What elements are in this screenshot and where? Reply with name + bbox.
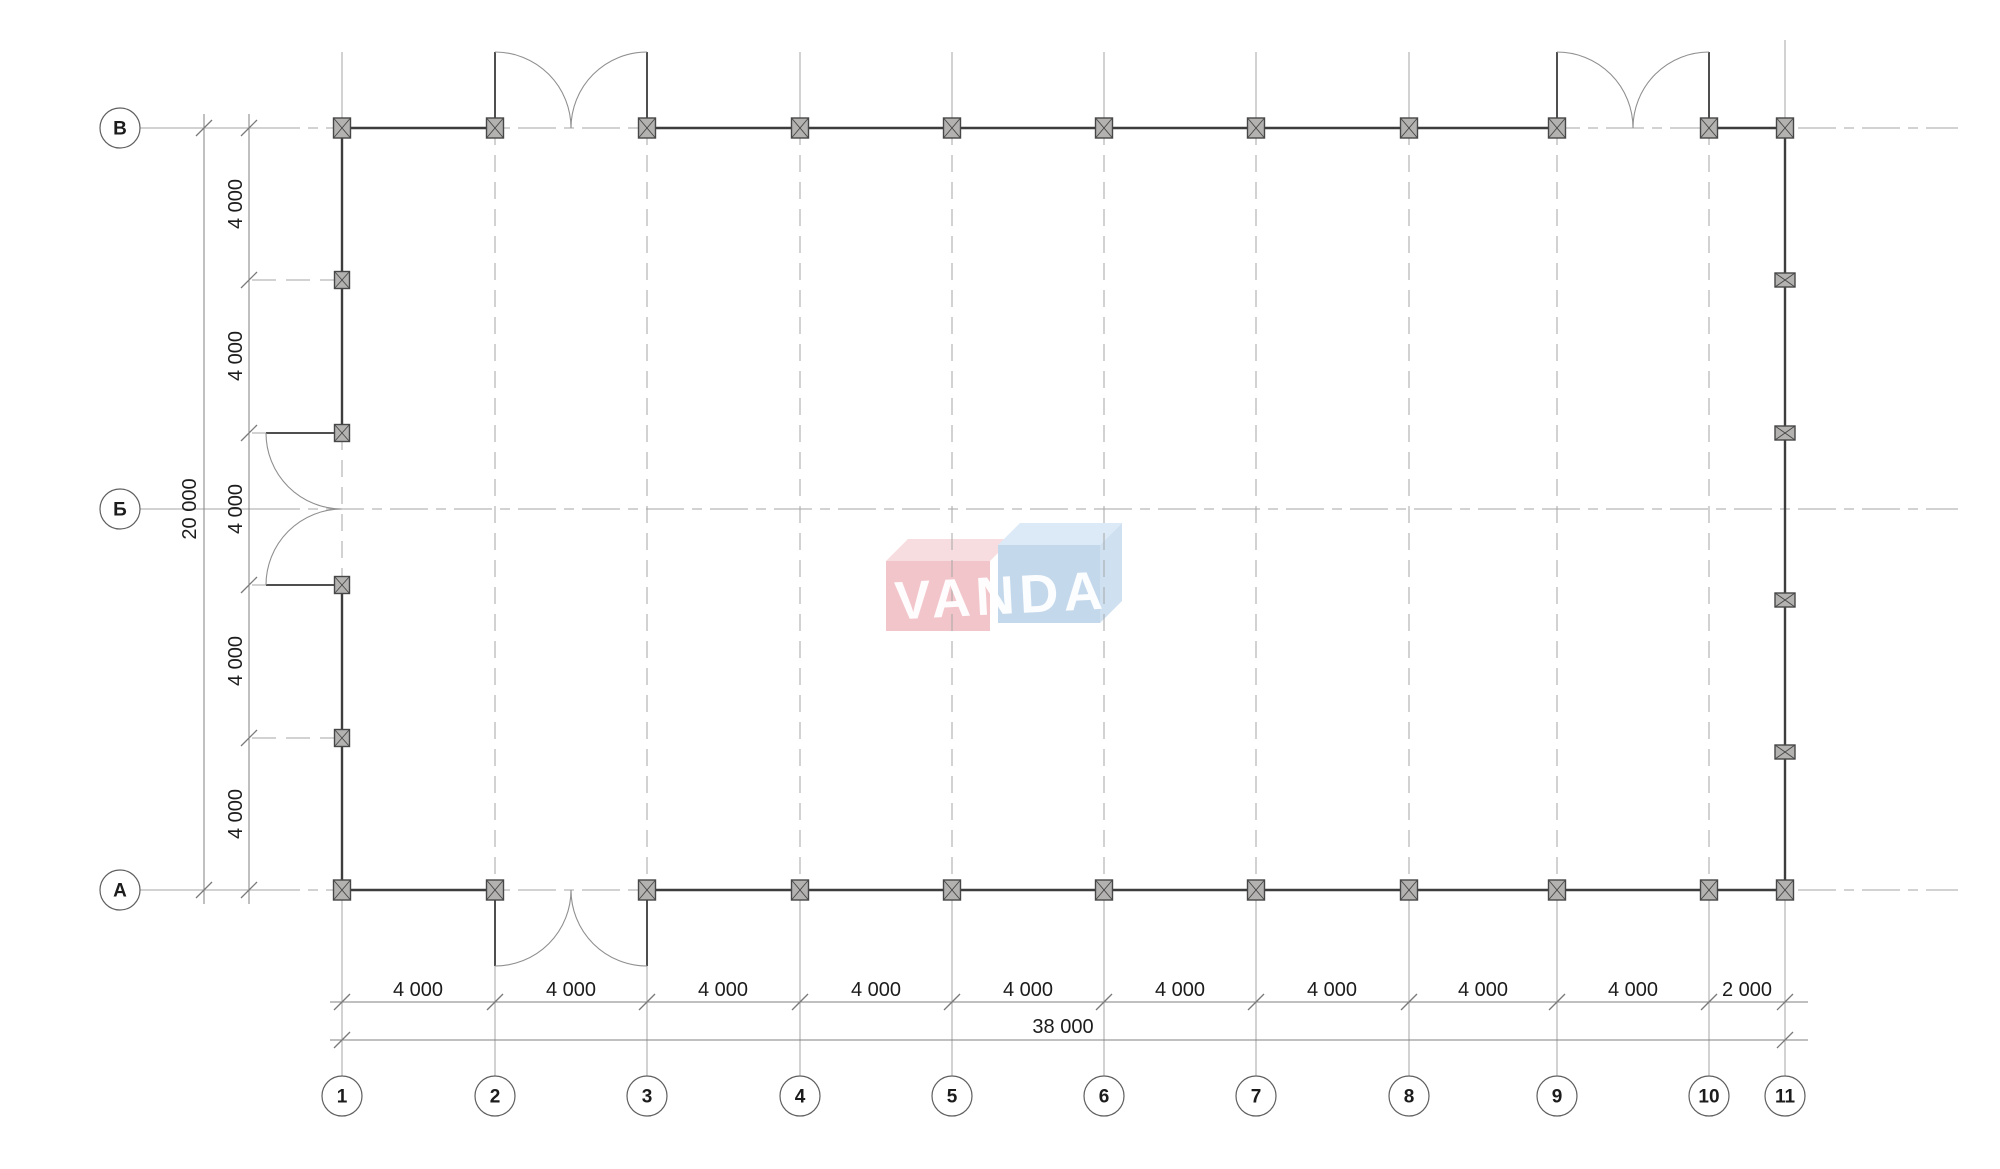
watermark-blue-top-face xyxy=(998,523,1122,545)
dim-left-chain-2: 4 000 xyxy=(225,331,247,381)
col-bubble-label-3: 3 xyxy=(642,1087,653,1108)
col-bubble-label-1: 1 xyxy=(337,1087,348,1108)
dim-bottom-chain-5: 4 000 xyxy=(1003,979,1053,1001)
column xyxy=(333,423,351,443)
column xyxy=(485,879,505,901)
column xyxy=(485,117,505,139)
col-bubble-10 xyxy=(1688,1075,1730,1117)
col-bubble-label-2: 2 xyxy=(490,1087,501,1108)
col-bubble-8 xyxy=(1388,1075,1430,1117)
dim-left-chain-3: 4 000 xyxy=(225,484,247,534)
row-bubble-В xyxy=(99,107,141,149)
column xyxy=(1094,879,1114,901)
column xyxy=(333,728,351,748)
col-bubble-4 xyxy=(779,1075,821,1117)
bottom-chain-ticks xyxy=(333,993,1794,1011)
column xyxy=(1547,117,1567,139)
column xyxy=(942,117,962,139)
col-bubble-5 xyxy=(931,1075,973,1117)
vanda-watermark-blocks xyxy=(886,523,1122,631)
dim-bottom-chain-6: 4 000 xyxy=(1155,979,1205,1001)
top-door-left xyxy=(494,51,648,129)
column xyxy=(1699,879,1719,901)
column xyxy=(1774,592,1796,608)
dimension-lines xyxy=(195,114,1808,1049)
axis-bubbles: В Б А 1 2 3 4 5 6 7 8 9 10 11 xyxy=(99,107,1806,1117)
column xyxy=(637,879,657,901)
column xyxy=(1246,879,1266,901)
col-bubble-label-9: 9 xyxy=(1552,1087,1563,1108)
watermark-blue-side-face xyxy=(1100,523,1122,623)
left-door xyxy=(265,432,343,586)
col-bubble-label-10: 10 xyxy=(1698,1087,1719,1108)
dim-left-total: 20 000 xyxy=(179,478,201,539)
dim-bottom-chain-10: 2 000 xyxy=(1722,979,1772,1001)
column xyxy=(1246,117,1266,139)
dim-left-chain-4: 4 000 xyxy=(225,636,247,686)
watermark-pink-top-face xyxy=(886,539,1012,561)
column xyxy=(1399,879,1419,901)
column xyxy=(1774,744,1796,760)
dim-bottom-chain-9: 4 000 xyxy=(1608,979,1658,1001)
column xyxy=(790,879,810,901)
col-bubble-label-5: 5 xyxy=(947,1087,958,1108)
dim-left-chain-1: 4 000 xyxy=(225,179,247,229)
col-bubble-7 xyxy=(1235,1075,1277,1117)
row-bubble-label-В: В xyxy=(113,119,127,140)
column xyxy=(637,117,657,139)
left-chain-ticks xyxy=(240,119,258,899)
row-bubble-А xyxy=(99,869,141,911)
left-total-ticks xyxy=(195,119,213,899)
col-bubble-1 xyxy=(321,1075,363,1117)
dim-bottom-chain-2: 4 000 xyxy=(546,979,596,1001)
column xyxy=(1399,117,1419,139)
col-bubble-9 xyxy=(1536,1075,1578,1117)
column xyxy=(332,879,352,901)
col-bubble-label-6: 6 xyxy=(1099,1087,1110,1108)
col-bubble-2 xyxy=(474,1075,516,1117)
dim-bottom-chain-8: 4 000 xyxy=(1458,979,1508,1001)
dim-bottom-chain-1: 4 000 xyxy=(393,979,443,1001)
dimension-labels: 4 000 4 000 4 000 4 000 4 000 20 000 4 0… xyxy=(179,179,1772,1038)
column xyxy=(942,879,962,901)
column xyxy=(1699,117,1719,139)
dim-left-chain-5: 4 000 xyxy=(225,789,247,839)
row-bubble-label-А: А xyxy=(113,881,127,902)
column xyxy=(333,575,351,595)
column xyxy=(1547,879,1567,901)
row-bubble-label-Б: Б xyxy=(113,500,127,521)
column xyxy=(1774,272,1796,288)
column xyxy=(1775,117,1795,139)
doors xyxy=(265,51,1710,967)
column xyxy=(1774,425,1796,441)
bottom-door xyxy=(494,889,648,967)
col-bubble-3 xyxy=(626,1075,668,1117)
dim-bottom-total: 38 000 xyxy=(1032,1016,1093,1038)
top-door-right xyxy=(1556,51,1710,129)
vanda-watermark-text: VANDA xyxy=(893,560,1109,631)
dim-bottom-chain-3: 4 000 xyxy=(698,979,748,1001)
watermark-pink-front-face xyxy=(886,561,990,631)
column xyxy=(333,270,351,290)
bottom-total-ticks xyxy=(333,1031,1794,1049)
dim-bottom-chain-7: 4 000 xyxy=(1307,979,1357,1001)
column xyxy=(332,117,352,139)
column xyxy=(1094,117,1114,139)
col-bubble-label-11: 11 xyxy=(1775,1087,1796,1108)
col-bubble-6 xyxy=(1083,1075,1125,1117)
col-bubble-label-7: 7 xyxy=(1251,1087,1262,1108)
col-bubble-label-4: 4 xyxy=(795,1087,806,1108)
col-bubble-11 xyxy=(1764,1075,1806,1117)
column xyxy=(790,117,810,139)
column xyxy=(1775,879,1795,901)
row-bubble-Б xyxy=(99,488,141,530)
watermark-blue-front-face xyxy=(998,545,1100,623)
dim-bottom-chain-4: 4 000 xyxy=(851,979,901,1001)
col-bubble-label-8: 8 xyxy=(1404,1087,1415,1108)
